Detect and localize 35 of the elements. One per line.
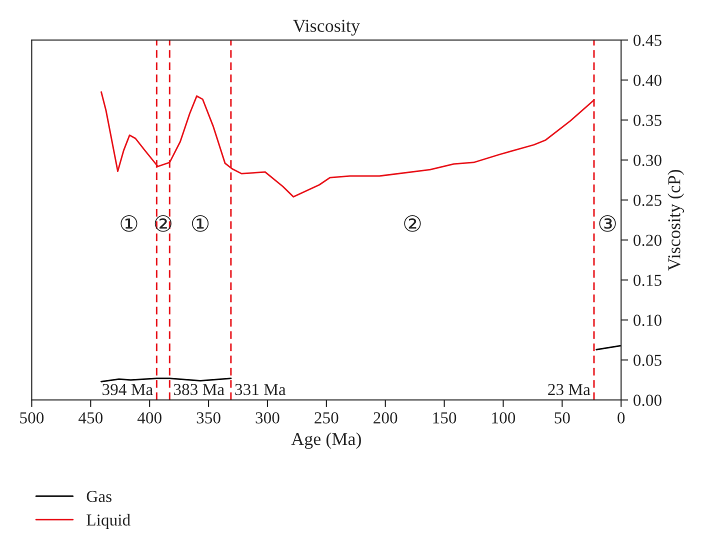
y-tick-label: 0.20 bbox=[634, 234, 662, 246]
ref-line-label: 23 Ma bbox=[548, 384, 590, 396]
y-tick-label: 0.10 bbox=[634, 314, 662, 326]
y-tick-label: 0.40 bbox=[634, 74, 662, 86]
x-tick-label: 250 bbox=[314, 412, 338, 424]
y-tick-label: 0.15 bbox=[634, 274, 662, 286]
x-tick-label: 450 bbox=[78, 412, 103, 424]
x-tick-label: 100 bbox=[492, 412, 516, 424]
annotation: ① bbox=[192, 215, 209, 232]
x-tick-label: 400 bbox=[137, 412, 162, 424]
ref-line-label: 331 Ma bbox=[235, 384, 286, 396]
chart-title: Viscosity bbox=[293, 20, 360, 36]
legend-label: Liquid bbox=[86, 514, 130, 530]
annotation: ② bbox=[404, 215, 421, 232]
y-tick-label: 0.35 bbox=[634, 114, 662, 126]
x-tick-label: 200 bbox=[374, 412, 398, 424]
x-tick-label: 300 bbox=[256, 412, 280, 424]
x-tick-label: 150 bbox=[433, 412, 456, 424]
y-tick-label: 0.00 bbox=[634, 394, 662, 406]
x-tick-label: 350 bbox=[196, 412, 220, 424]
annotation: ① bbox=[120, 215, 138, 232]
ref-line-label: 394 Ma bbox=[102, 384, 153, 396]
annotation: ③ bbox=[599, 215, 616, 232]
y-tick-label: 0.25 bbox=[634, 194, 662, 206]
annotation: ② bbox=[154, 215, 172, 232]
x-axis-title: Age (Ma) bbox=[291, 432, 361, 449]
y-tick-label: 0.30 bbox=[634, 154, 662, 166]
x-tick-label: 500 bbox=[20, 412, 44, 424]
x-tick-label: 50 bbox=[554, 412, 570, 424]
y-tick-label: 0.45 bbox=[634, 34, 662, 46]
y-tick-label: 0.05 bbox=[634, 354, 662, 366]
legend-label: Gas bbox=[86, 490, 112, 502]
x-tick-label: 0 bbox=[618, 412, 625, 424]
ref-line-label: 383 Ma bbox=[174, 384, 224, 396]
y-axis-title: Viscosity (cP) bbox=[668, 170, 684, 271]
